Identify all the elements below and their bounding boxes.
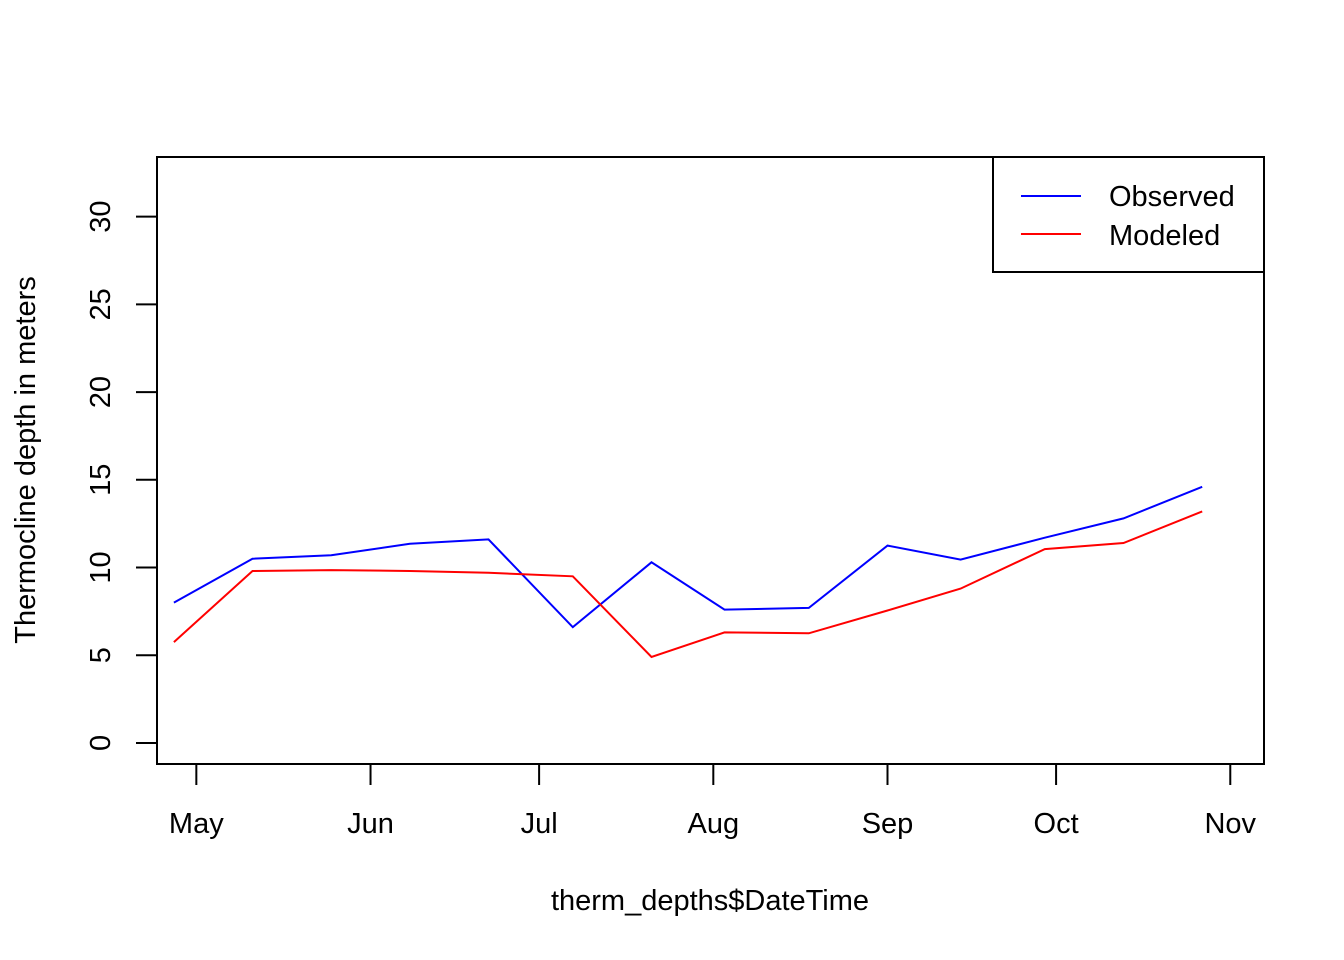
y-axis: 0 5 10 15 20 25 30: [85, 201, 158, 751]
y-tick-label: 25: [85, 288, 117, 320]
legend: Observed Modeled: [992, 156, 1265, 273]
y-tick-label: 30: [85, 201, 117, 233]
x-tick-label: Nov: [1204, 808, 1256, 840]
x-axis-label: therm_depths$DateTime: [551, 885, 869, 917]
x-tick-label: Aug: [688, 808, 740, 840]
y-tick-label: 5: [85, 647, 117, 663]
legend-label-observed: Observed: [1109, 181, 1235, 213]
x-axis: May Jun Jul Aug Sep Oct Nov: [169, 763, 1257, 840]
series-line-modeled: [173, 510, 1203, 659]
x-tick-label: Jul: [521, 808, 558, 840]
x-tick-label: Sep: [862, 808, 914, 840]
x-tick-label: Oct: [1034, 808, 1079, 840]
y-tick-label: 15: [85, 464, 117, 496]
y-axis-label: Thermocline depth in meters: [10, 276, 42, 644]
x-tick-label: Jun: [347, 808, 394, 840]
series-layer: [173, 485, 1203, 659]
series-line-observed: [173, 485, 1203, 629]
y-tick-label: 10: [85, 551, 117, 583]
y-tick-label: 0: [85, 735, 117, 751]
x-tick-label: May: [169, 808, 224, 840]
y-tick-label: 20: [85, 376, 117, 408]
legend-box: [992, 156, 1265, 273]
legend-label-modeled: Modeled: [1109, 220, 1220, 252]
